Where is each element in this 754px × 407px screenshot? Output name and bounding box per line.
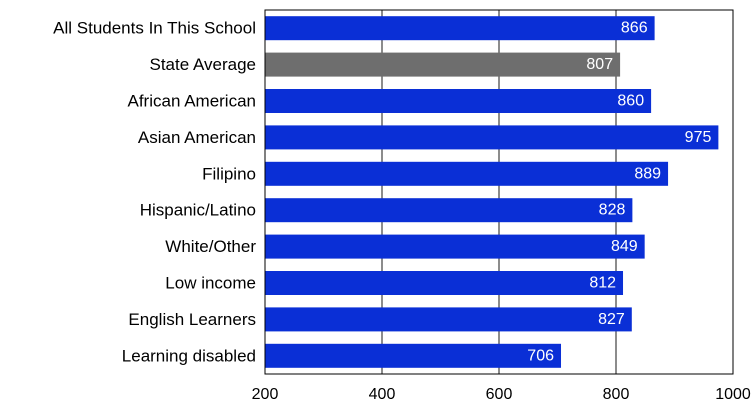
category-label: White/Other (165, 237, 256, 256)
x-tick-label: 400 (369, 386, 396, 403)
bar (265, 198, 633, 223)
data-label: 827 (598, 311, 625, 328)
data-label: 866 (621, 20, 648, 37)
bar (265, 271, 624, 295)
bars (265, 16, 719, 368)
x-tick-label: 200 (252, 386, 279, 403)
bar (265, 52, 621, 77)
category-label: English Learners (128, 310, 256, 329)
category-label: Hispanic/Latino (140, 201, 256, 220)
category-labels: All Students In This School State Average… (53, 19, 256, 366)
plot-frame (264, 9, 734, 375)
category-label: Asian American (138, 128, 256, 147)
bar (265, 307, 632, 332)
bar (265, 161, 669, 186)
bar (265, 89, 652, 113)
data-label: 812 (589, 275, 616, 292)
value-labels: 866 807 860 975 889 828 849 812 827 706 (527, 20, 711, 365)
data-label: 706 (527, 347, 554, 364)
data-label: 849 (611, 238, 638, 255)
bar (265, 343, 562, 368)
data-label: 975 (685, 129, 712, 146)
bar (265, 16, 655, 41)
x-tick-label: 800 (603, 386, 630, 403)
x-tick-label: 600 (486, 386, 513, 403)
data-label: 807 (586, 56, 613, 73)
category-label: African American (128, 92, 257, 111)
bar (265, 125, 719, 150)
category-label: Filipino (202, 164, 256, 183)
data-label: 828 (599, 202, 626, 219)
x-axis-tick-labels: 200 400 600 800 1000 (252, 386, 751, 403)
category-label: Learning disabled (122, 346, 256, 365)
x-tick-label: 1000 (715, 386, 751, 403)
category-label: All Students In This School (53, 19, 256, 38)
category-label: State Average (150, 55, 257, 74)
bar (265, 234, 645, 259)
category-label: Low income (165, 274, 256, 293)
data-label: 889 (634, 165, 661, 182)
data-label: 860 (617, 93, 644, 110)
